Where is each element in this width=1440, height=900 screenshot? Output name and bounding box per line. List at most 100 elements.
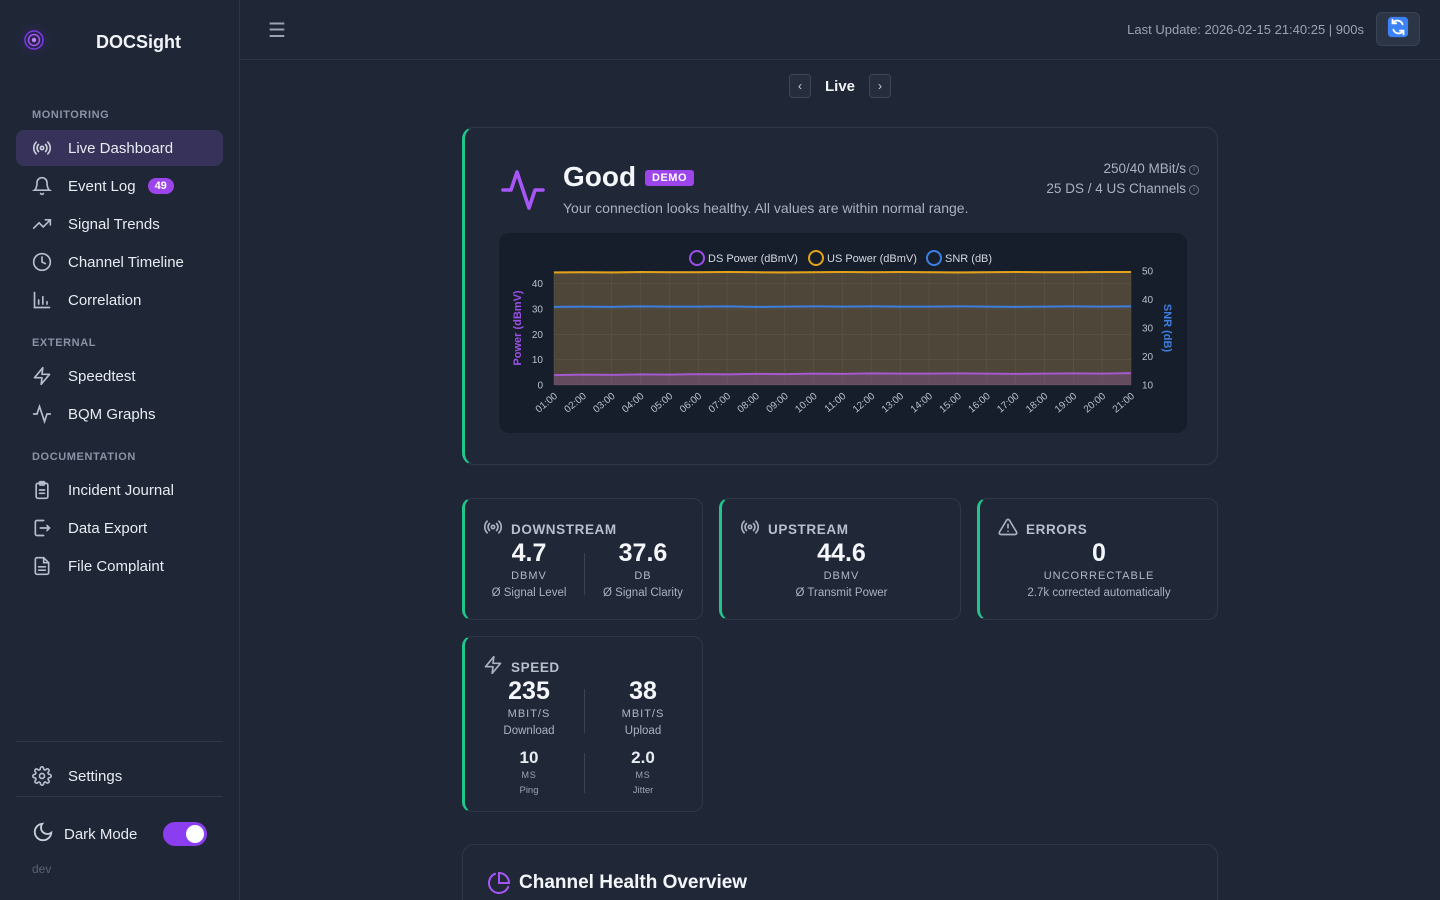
sidebar-item-correlation[interactable]: Correlation — [16, 282, 223, 318]
sidebar-item-incident-journal[interactable]: Incident Journal — [16, 472, 223, 508]
x-tick: 12:00 — [851, 391, 878, 416]
errors-card: ERRORS 0 UNCORRECTABLE 2.7k corrected au… — [977, 498, 1218, 620]
bar-chart-icon — [32, 290, 52, 310]
speed-upload: 38 MBIT/S Upload — [583, 677, 703, 737]
x-tick: 17:00 — [995, 391, 1022, 416]
info-icon[interactable]: i — [1189, 185, 1199, 195]
y-tick-right: 30 — [1142, 324, 1154, 335]
channel-health-title: Channel Health Overview — [519, 872, 748, 893]
sidebar-item-file-complaint[interactable]: File Complaint — [16, 548, 223, 584]
menu-icon[interactable]: ☰ — [268, 20, 286, 42]
sidebar-item-label: Settings — [68, 767, 123, 785]
gear-icon — [32, 766, 52, 786]
x-tick: 05:00 — [649, 391, 676, 416]
pulse-icon — [32, 404, 52, 424]
moon-icon — [32, 821, 54, 848]
errors-label: ERRORS — [1026, 522, 1088, 537]
x-tick: 21:00 — [1111, 391, 1138, 416]
metric-unit: MS — [635, 770, 651, 780]
prev-button[interactable]: ‹ — [789, 74, 811, 98]
x-tick: 19:00 — [1053, 391, 1080, 416]
downstream-snr: 37.6 DB Ø Signal Clarity — [583, 539, 703, 599]
clock-icon — [32, 252, 52, 272]
lightning-icon — [483, 655, 503, 680]
downstream-power: 4.7 DBMV Ø Signal Level — [465, 539, 593, 599]
metric-unit: MBIT/S — [507, 708, 551, 720]
x-tick: 20:00 — [1082, 391, 1109, 416]
sidebar-item-label: Event Log — [68, 177, 136, 195]
x-tick: 01:00 — [534, 391, 561, 416]
metric-subtitle: Ping — [519, 785, 539, 796]
divider — [584, 689, 585, 733]
sidebar-item-label: BQM Graphs — [68, 405, 156, 423]
speed-download: 235 MBIT/S Download — [465, 677, 593, 737]
series-line-1 — [553, 271, 1131, 274]
downstream-label: DOWNSTREAM — [511, 522, 617, 537]
x-tick: 16:00 — [966, 391, 993, 416]
upstream-label: UPSTREAM — [768, 522, 849, 537]
metric-unit: DBMV — [511, 570, 547, 582]
y-tick-left: 0 — [537, 381, 543, 392]
ds-power-area — [554, 373, 1131, 385]
divider — [16, 796, 223, 797]
metric-unit: MBIT/S — [621, 708, 665, 720]
export-icon — [32, 518, 52, 538]
series-line-2 — [553, 305, 1132, 308]
x-tick: 07:00 — [707, 391, 734, 416]
sidebar-item-data-export[interactable]: Data Export — [16, 510, 223, 546]
sidebar-item-label: Signal Trends — [68, 215, 160, 233]
refresh-button[interactable] — [1376, 12, 1420, 46]
dark-mode-toggle[interactable] — [163, 822, 207, 846]
metric-subtitle: Jitter — [632, 785, 654, 796]
y-axis-label-right: SNR (dB) — [1161, 304, 1173, 353]
divider — [584, 553, 585, 595]
speed-header: SPEED — [483, 655, 560, 680]
sidebar-item-settings[interactable]: Settings — [16, 758, 223, 794]
info-icon[interactable]: i — [1189, 165, 1199, 175]
x-tick: 13:00 — [880, 391, 907, 416]
sidebar-item-channel-timeline[interactable]: Channel Timeline — [16, 244, 223, 280]
warning-icon — [998, 517, 1018, 542]
metric-value: 10 — [519, 748, 539, 767]
metric-unit: MS — [521, 770, 537, 780]
sidebar-item-speedtest[interactable]: Speedtest — [16, 358, 223, 394]
errors-value-block: 0 UNCORRECTABLE 2.7k corrected automatic… — [980, 539, 1218, 599]
section-external: EXTERNAL — [32, 337, 97, 349]
channel-health-card: Channel Health Overview — [462, 844, 1218, 900]
x-tick: 11:00 — [823, 391, 849, 415]
legend-label: DS Power (dBmV) — [708, 253, 798, 265]
metric-subtitle: Download — [503, 725, 555, 737]
next-button[interactable]: › — [869, 74, 892, 98]
y-tick-right: 10 — [1142, 381, 1154, 392]
legend-marker — [926, 250, 942, 266]
speed-card: SPEED 235 MBIT/S Download 38 MBIT/S Uplo… — [462, 636, 703, 812]
metric-unit: DBMV — [823, 570, 860, 582]
signal-chart: 0 10 20 30 40 10 20 30 40 50 01:00 02:00 03:00 04:00 0… — [499, 233, 1187, 433]
logo-icon — [16, 22, 52, 58]
metric-subtitle: Ø Transmit Power — [795, 587, 888, 599]
sidebar-item-event-log[interactable]: Event Log 49 — [16, 168, 223, 204]
metric-value: 0 — [1092, 539, 1106, 567]
x-tick: 08:00 — [736, 391, 763, 416]
upstream-header: UPSTREAM — [740, 517, 849, 542]
x-tick: 15:00 — [938, 391, 965, 416]
metric-subtitle: Upload — [624, 725, 662, 737]
sidebar-item-live-dashboard[interactable]: Live Dashboard — [16, 130, 223, 166]
sidebar-item-signal-trends[interactable]: Signal Trends — [16, 206, 223, 242]
sidebar-item-label: Speedtest — [68, 367, 136, 385]
y-axis-label-left: Power (dBmV) — [512, 290, 524, 366]
brand[interactable]: DOCSight — [16, 22, 181, 58]
refresh-icon — [1387, 16, 1409, 43]
sidebar-item-bqm-graphs[interactable]: BQM Graphs — [16, 396, 223, 432]
x-tick: 02:00 — [563, 391, 590, 416]
speed-label: SPEED — [511, 660, 560, 675]
lightning-icon — [32, 366, 52, 386]
live-navigation: ‹ Live › — [789, 74, 892, 98]
errors-header: ERRORS — [998, 517, 1087, 542]
pie-chart-icon — [487, 871, 511, 900]
metric-value: 37.6 — [618, 539, 668, 567]
document-icon — [32, 556, 52, 576]
clipboard-icon — [32, 480, 52, 500]
broadcast-icon — [32, 138, 52, 158]
